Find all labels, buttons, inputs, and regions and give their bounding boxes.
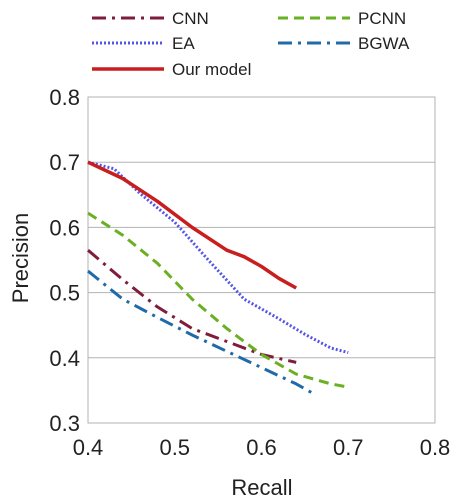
y-tick-label: 0.5 [49, 281, 80, 306]
y-tick-label: 0.8 [49, 85, 80, 110]
legend-label: PCNN [358, 9, 406, 28]
plot-frame [87, 96, 436, 424]
legend-label: BGWA [358, 34, 410, 53]
x-axis-label: Recall [231, 475, 292, 498]
x-tick-label: 0.4 [73, 435, 104, 460]
x-tick-label: 0.5 [159, 435, 190, 460]
legend: CNN PCNN EA BGWA Our model [92, 9, 410, 79]
series-line-ea [87, 160, 349, 355]
series-line-bgwa [87, 269, 315, 396]
series-line-pcnn [87, 211, 349, 389]
y-tick-label: 0.3 [49, 411, 80, 436]
y-tick-labels: 0.3 0.4 0.5 0.6 0.7 0.8 [49, 85, 80, 436]
y-tick-label: 0.6 [49, 215, 80, 240]
legend-label: EA [172, 34, 195, 53]
x-tick-label: 0.8 [420, 435, 451, 460]
series-line-our-model [87, 160, 298, 290]
legend-label: Our model [172, 60, 251, 79]
x-tick-label: 0.7 [333, 435, 364, 460]
legend-label: CNN [172, 9, 209, 28]
series-lines [87, 160, 349, 396]
grid-lines [88, 96, 435, 424]
y-axis-label: Precision [8, 213, 33, 303]
y-tick-label: 0.4 [49, 346, 80, 371]
y-tick-label: 0.7 [49, 150, 80, 175]
x-tick-labels: 0.4 0.5 0.6 0.7 0.8 [73, 435, 451, 460]
x-tick-label: 0.6 [246, 435, 277, 460]
